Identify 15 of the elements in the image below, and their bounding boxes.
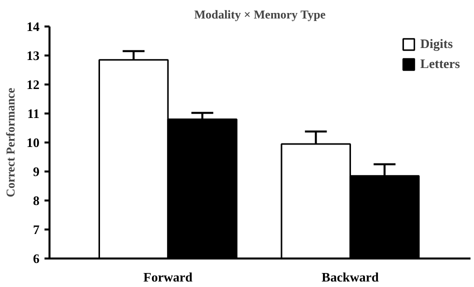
chart-title: Modality × Memory Type [194,8,326,22]
y-tick-label: 14 [26,19,40,34]
y-tick-label: 8 [33,193,40,208]
y-tick-label: 9 [33,164,40,179]
y-axis-title: Correct Performance [4,87,18,198]
y-tick-label: 11 [27,106,40,121]
y-tick-label: 13 [26,48,40,63]
y-tick-label: 6 [33,251,40,266]
y-tick-label: 12 [26,77,40,92]
y-tick-label: 10 [26,135,40,150]
legend-label: Digits [420,36,453,52]
legend-label: Letters [420,56,460,72]
x-tick-label: Forward [143,270,194,284]
y-tick-label: 7 [33,222,40,237]
x-tick-label: Backward [322,270,380,284]
